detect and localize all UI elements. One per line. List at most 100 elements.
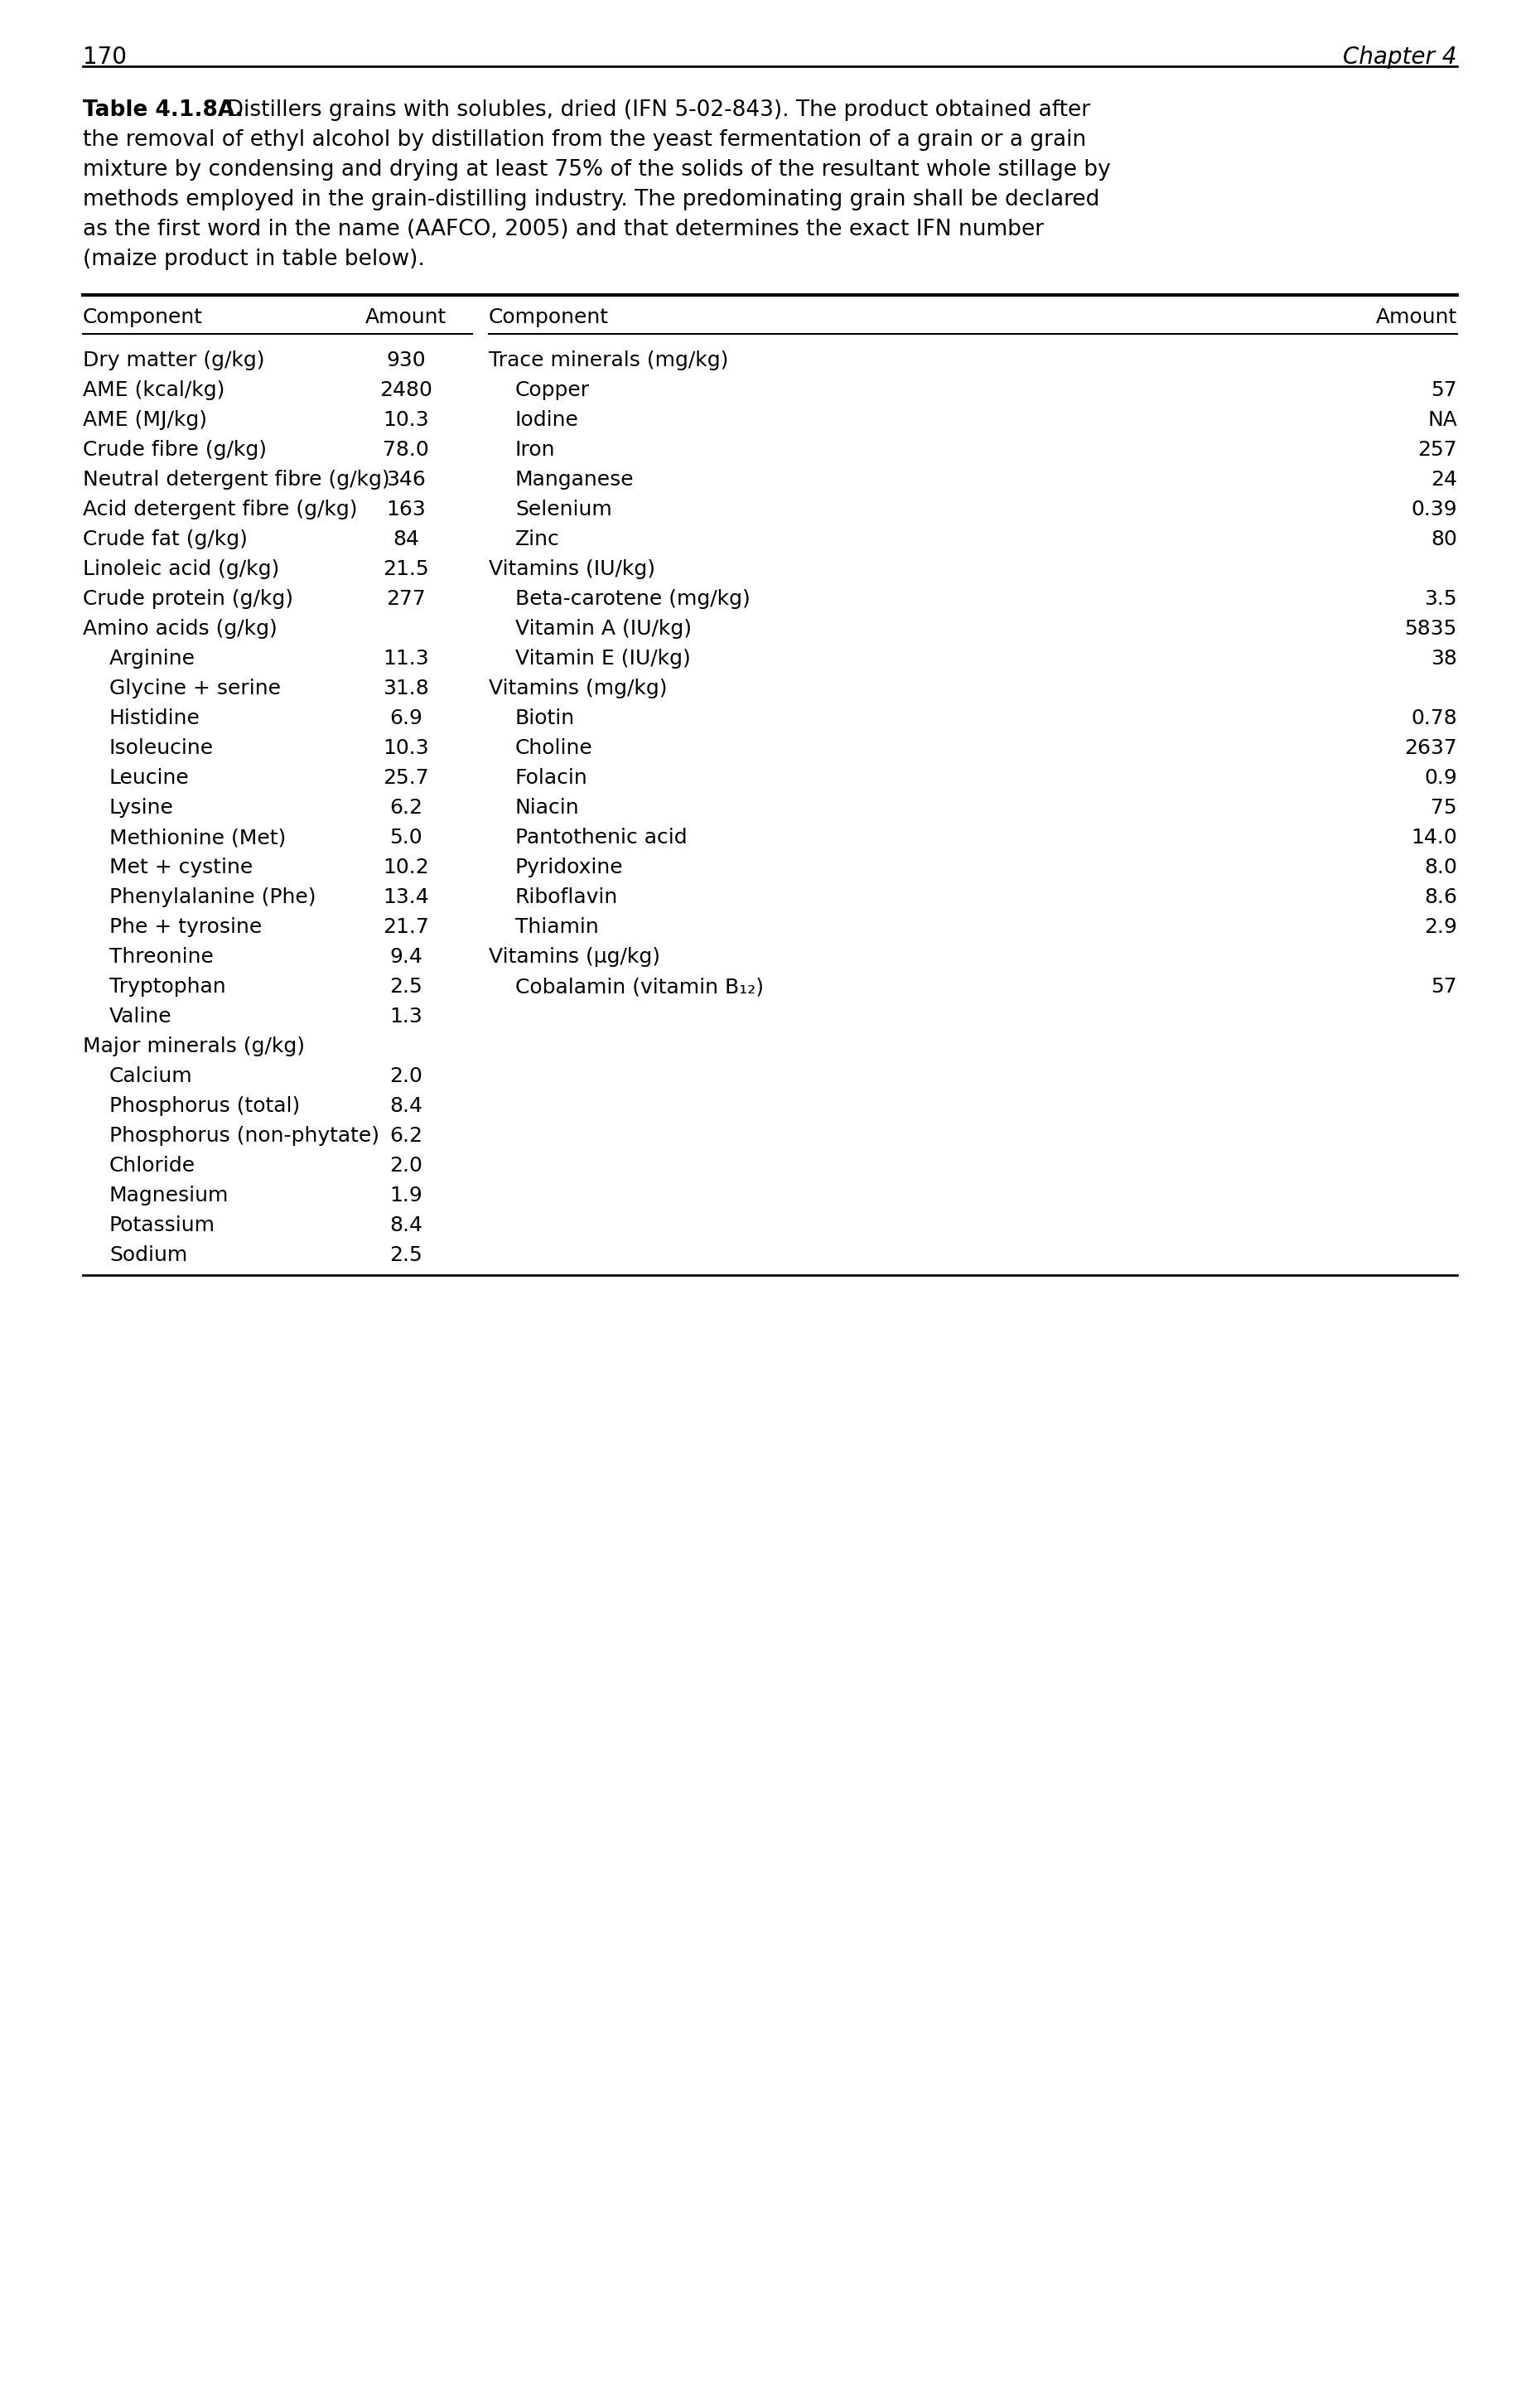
Text: 163: 163 bbox=[387, 500, 425, 519]
Text: 84: 84 bbox=[393, 529, 419, 550]
Text: 277: 277 bbox=[387, 588, 425, 610]
Text: 2.9: 2.9 bbox=[1424, 917, 1457, 936]
Text: Thiamin: Thiamin bbox=[516, 917, 599, 936]
Text: Magnesium: Magnesium bbox=[109, 1186, 229, 1205]
Text: 1.3: 1.3 bbox=[390, 1008, 422, 1027]
Text: Choline: Choline bbox=[516, 738, 593, 757]
Text: Cobalamin (vitamin B₁₂): Cobalamin (vitamin B₁₂) bbox=[516, 977, 764, 996]
Text: 2480: 2480 bbox=[379, 381, 433, 400]
Text: Vitamins (mg/kg): Vitamins (mg/kg) bbox=[488, 679, 667, 698]
Text: 21.7: 21.7 bbox=[383, 917, 430, 936]
Text: Lysine: Lysine bbox=[109, 798, 174, 817]
Text: Tryptophan: Tryptophan bbox=[109, 977, 226, 996]
Text: (maize product in table below).: (maize product in table below). bbox=[83, 248, 425, 269]
Text: 8.4: 8.4 bbox=[390, 1215, 422, 1236]
Text: Methionine (Met): Methionine (Met) bbox=[109, 827, 286, 848]
Text: Iodine: Iodine bbox=[516, 410, 579, 431]
Text: 2637: 2637 bbox=[1404, 738, 1457, 757]
Text: Component: Component bbox=[83, 307, 203, 326]
Text: 24: 24 bbox=[1431, 469, 1457, 491]
Text: 11.3: 11.3 bbox=[383, 648, 430, 669]
Text: 170: 170 bbox=[83, 45, 126, 69]
Text: 8.4: 8.4 bbox=[390, 1096, 422, 1117]
Text: Distillers grains with solubles, dried (IFN 5-02-843). The product obtained afte: Distillers grains with solubles, dried (… bbox=[213, 100, 1090, 121]
Text: 25.7: 25.7 bbox=[383, 767, 430, 788]
Text: AME (kcal/kg): AME (kcal/kg) bbox=[83, 381, 225, 400]
Text: Pantothenic acid: Pantothenic acid bbox=[516, 827, 687, 848]
Text: Dry matter (g/kg): Dry matter (g/kg) bbox=[83, 350, 265, 369]
Text: 21.5: 21.5 bbox=[383, 560, 430, 579]
Text: 6.2: 6.2 bbox=[390, 1127, 422, 1146]
Text: as the first word in the name (AAFCO, 2005) and that determines the exact IFN nu: as the first word in the name (AAFCO, 20… bbox=[83, 219, 1044, 241]
Text: Leucine: Leucine bbox=[109, 767, 189, 788]
Text: Met + cystine: Met + cystine bbox=[109, 858, 253, 877]
Text: Arginine: Arginine bbox=[109, 648, 196, 669]
Text: 13.4: 13.4 bbox=[383, 888, 430, 908]
Text: Beta-carotene (mg/kg): Beta-carotene (mg/kg) bbox=[516, 588, 750, 610]
Text: 75: 75 bbox=[1431, 798, 1457, 817]
Text: 8.0: 8.0 bbox=[1424, 858, 1457, 877]
Text: Component: Component bbox=[488, 307, 608, 326]
Text: Niacin: Niacin bbox=[516, 798, 579, 817]
Text: 57: 57 bbox=[1431, 977, 1457, 996]
Text: 78.0: 78.0 bbox=[383, 441, 430, 460]
Text: 3.5: 3.5 bbox=[1424, 588, 1457, 610]
Text: AME (MJ/kg): AME (MJ/kg) bbox=[83, 410, 206, 431]
Text: 8.6: 8.6 bbox=[1424, 888, 1457, 908]
Text: 346: 346 bbox=[387, 469, 425, 491]
Text: 10.2: 10.2 bbox=[383, 858, 430, 877]
Text: Threonine: Threonine bbox=[109, 948, 214, 967]
Text: 0.9: 0.9 bbox=[1424, 767, 1457, 788]
Text: Vitamin A (IU/kg): Vitamin A (IU/kg) bbox=[516, 619, 691, 638]
Text: 257: 257 bbox=[1418, 441, 1457, 460]
Text: the removal of ethyl alcohol by distillation from the yeast fermentation of a gr: the removal of ethyl alcohol by distilla… bbox=[83, 129, 1086, 150]
Text: 14.0: 14.0 bbox=[1411, 827, 1457, 848]
Text: Selenium: Selenium bbox=[516, 500, 611, 519]
Text: Crude fat (g/kg): Crude fat (g/kg) bbox=[83, 529, 248, 550]
Text: Potassium: Potassium bbox=[109, 1215, 216, 1236]
Text: Phenylalanine (Phe): Phenylalanine (Phe) bbox=[109, 888, 316, 908]
Text: Pyridoxine: Pyridoxine bbox=[516, 858, 624, 877]
Text: 80: 80 bbox=[1431, 529, 1457, 550]
Text: 0.39: 0.39 bbox=[1411, 500, 1457, 519]
Text: 10.3: 10.3 bbox=[383, 738, 430, 757]
Text: Iron: Iron bbox=[516, 441, 556, 460]
Text: 38: 38 bbox=[1431, 648, 1457, 669]
Text: Phe + tyrosine: Phe + tyrosine bbox=[109, 917, 262, 936]
Text: Vitamin E (IU/kg): Vitamin E (IU/kg) bbox=[516, 648, 690, 669]
Text: 2.0: 2.0 bbox=[390, 1155, 422, 1177]
Text: Valine: Valine bbox=[109, 1008, 172, 1027]
Text: Amount: Amount bbox=[1375, 307, 1457, 326]
Text: Crude fibre (g/kg): Crude fibre (g/kg) bbox=[83, 441, 266, 460]
Text: Calcium: Calcium bbox=[109, 1067, 192, 1086]
Text: mixture by condensing and drying at least 75% of the solids of the resultant who: mixture by condensing and drying at leas… bbox=[83, 160, 1110, 181]
Text: 5835: 5835 bbox=[1404, 619, 1457, 638]
Text: Sodium: Sodium bbox=[109, 1246, 188, 1265]
Text: Major minerals (g/kg): Major minerals (g/kg) bbox=[83, 1036, 305, 1055]
Text: 5.0: 5.0 bbox=[390, 827, 422, 848]
Text: Acid detergent fibre (g/kg): Acid detergent fibre (g/kg) bbox=[83, 500, 357, 519]
Text: Histidine: Histidine bbox=[109, 707, 200, 729]
Text: Trace minerals (mg/kg): Trace minerals (mg/kg) bbox=[488, 350, 728, 369]
Text: 9.4: 9.4 bbox=[390, 948, 422, 967]
Text: NA: NA bbox=[1428, 410, 1457, 431]
Text: Riboflavin: Riboflavin bbox=[516, 888, 618, 908]
Text: Crude protein (g/kg): Crude protein (g/kg) bbox=[83, 588, 293, 610]
Text: 2.5: 2.5 bbox=[390, 1246, 422, 1265]
Text: Isoleucine: Isoleucine bbox=[109, 738, 214, 757]
Text: Phosphorus (total): Phosphorus (total) bbox=[109, 1096, 300, 1117]
Text: Zinc: Zinc bbox=[516, 529, 561, 550]
Text: Amount: Amount bbox=[365, 307, 447, 326]
Text: 0.78: 0.78 bbox=[1411, 707, 1457, 729]
Text: 6.9: 6.9 bbox=[390, 707, 422, 729]
Text: Glycine + serine: Glycine + serine bbox=[109, 679, 280, 698]
Text: Biotin: Biotin bbox=[516, 707, 574, 729]
Text: Copper: Copper bbox=[516, 381, 590, 400]
Text: Linoleic acid (g/kg): Linoleic acid (g/kg) bbox=[83, 560, 279, 579]
Text: Vitamins (μg/kg): Vitamins (μg/kg) bbox=[488, 948, 661, 967]
Text: 2.0: 2.0 bbox=[390, 1067, 422, 1086]
Text: Chloride: Chloride bbox=[109, 1155, 196, 1177]
Text: Manganese: Manganese bbox=[516, 469, 634, 491]
Text: 1.9: 1.9 bbox=[390, 1186, 422, 1205]
Text: methods employed in the grain-distilling industry. The predominating grain shall: methods employed in the grain-distilling… bbox=[83, 188, 1100, 210]
